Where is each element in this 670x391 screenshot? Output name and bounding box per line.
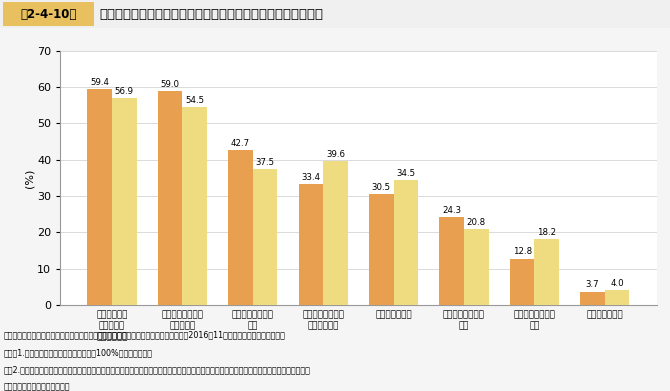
Y-axis label: (%): (%)	[24, 168, 34, 188]
Text: 4.0: 4.0	[610, 279, 624, 288]
FancyBboxPatch shape	[0, 0, 670, 28]
Bar	[394, 180, 418, 305]
Bar	[323, 161, 348, 305]
Bar	[535, 239, 559, 305]
Text: 37.5: 37.5	[256, 158, 275, 167]
Text: 34.5: 34.5	[397, 169, 415, 178]
Text: 33.4: 33.4	[302, 172, 320, 181]
Text: 事業展開の方針別に見た、中核人材の不足による職場への影響: 事業展開の方針別に見た、中核人材の不足による職場への影響	[99, 7, 323, 21]
Text: した者を集計している。: した者を集計している。	[3, 382, 70, 391]
Text: 59.4: 59.4	[90, 78, 109, 87]
Bar	[158, 91, 182, 305]
Text: 第2-4-10図: 第2-4-10図	[20, 7, 77, 21]
Text: 資料：中小企業庁委託「中小企業・小規模事業者の人材確保・定着等に関する調査」（2016年11月、みずほ情報総研（株））: 資料：中小企業庁委託「中小企業・小規模事業者の人材確保・定着等に関する調査」（2…	[3, 330, 285, 339]
Text: （注）1.複数回答のため、合計は必ずしも100%にはならない。: （注）1.複数回答のため、合計は必ずしも100%にはならない。	[3, 348, 152, 357]
Text: 24.3: 24.3	[442, 206, 461, 215]
Bar	[605, 291, 630, 305]
Bar	[253, 169, 277, 305]
Bar	[112, 99, 137, 305]
Text: 18.2: 18.2	[537, 228, 556, 237]
Text: 42.7: 42.7	[231, 139, 250, 148]
Bar	[510, 258, 535, 305]
Legend: 成長・拡大志向企業（n＝515）, 安定・維持志向企業（n＝771）: 成長・拡大志向企業（n＝515）, 安定・維持志向企業（n＝771）	[232, 0, 485, 18]
Bar	[228, 150, 253, 305]
Text: 56.9: 56.9	[115, 87, 134, 96]
FancyBboxPatch shape	[3, 2, 94, 26]
Text: 2.全体の人材の過不足として、「中核人材・労働人材共に不足している」、「労働人材は過剰・適正だが中核人材が不足している」と回答: 2.全体の人材の過不足として、「中核人材・労働人材共に不足している」、「労働人材…	[3, 366, 310, 375]
Bar	[182, 107, 207, 305]
Text: 54.5: 54.5	[185, 96, 204, 105]
Bar	[87, 89, 112, 305]
Bar	[580, 292, 605, 305]
Text: 30.5: 30.5	[372, 183, 391, 192]
Text: 39.6: 39.6	[326, 150, 345, 159]
Text: 3.7: 3.7	[586, 280, 600, 289]
Text: 20.8: 20.8	[467, 218, 486, 227]
Text: 12.8: 12.8	[513, 248, 532, 256]
Bar	[464, 230, 488, 305]
Bar	[369, 194, 394, 305]
Bar	[440, 217, 464, 305]
Text: 59.0: 59.0	[161, 80, 180, 89]
Bar	[299, 184, 323, 305]
